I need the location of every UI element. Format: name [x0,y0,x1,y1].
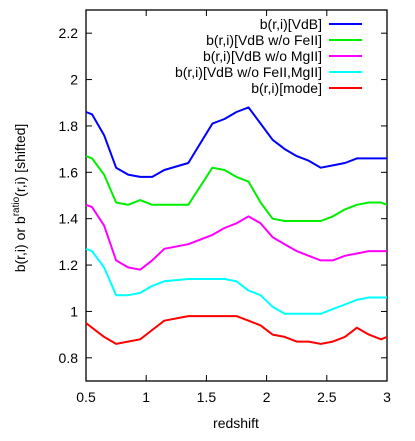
series-line-2 [85,155,388,222]
series-line-4 [85,247,387,315]
y-tick-label: 1.2 [59,257,79,273]
legend-label: b(r,i)[VdB w/o MgII] [203,48,322,64]
legend-label: b(r,i)[mode] [251,80,322,96]
y-tick-label: 1.8 [59,118,79,134]
y-axis-label: b(r,i) or bratio(r,i) [shifted] [11,124,28,273]
series-line-1 [85,106,387,178]
series-line-5 [85,315,388,345]
x-tick-label: 0.5 [76,389,96,405]
y-axis-ticks: 0.8 1 1.2 1.4 1.6 1.8 2 2.2 [59,25,387,366]
x-tick-label: 2 [263,389,271,405]
x-tick-label: 3 [383,389,391,405]
x-axis-label: redshift [213,415,259,431]
x-tick-label: 2.5 [317,389,337,405]
y-axis-label-rest: (r,i) [shifted] [12,124,28,197]
legend-label: b(r,i)[VdB] [260,16,322,32]
x-axis-ticks: 0.5 1 1.5 2 2.5 3 [76,10,391,405]
y-tick-label: 1.4 [59,211,79,227]
series-line-3 [85,203,387,271]
y-axis-label-base: b(r,i) or b [12,216,28,272]
y-tick-label: 2.2 [59,25,79,41]
plot-frame [85,9,388,382]
y-tick-label: 1.6 [59,164,79,180]
x-tick-label: 1.5 [197,389,217,405]
y-tick-label: 0.8 [59,350,79,366]
series-lines [85,106,388,345]
y-axis-label-sup: ratio [11,196,22,216]
legend-label: b(r,i)[VdB w/o FeII] [206,32,322,48]
legend: b(r,i)[VdB]b(r,i)[VdB w/o FeII]b(r,i)[Vd… [175,16,362,96]
y-tick-label: 2 [70,72,78,88]
y-tick-label: 1 [70,303,78,319]
x-tick-label: 1 [142,389,150,405]
legend-label: b(r,i)[VdB w/o FeII,MgII] [175,64,322,80]
